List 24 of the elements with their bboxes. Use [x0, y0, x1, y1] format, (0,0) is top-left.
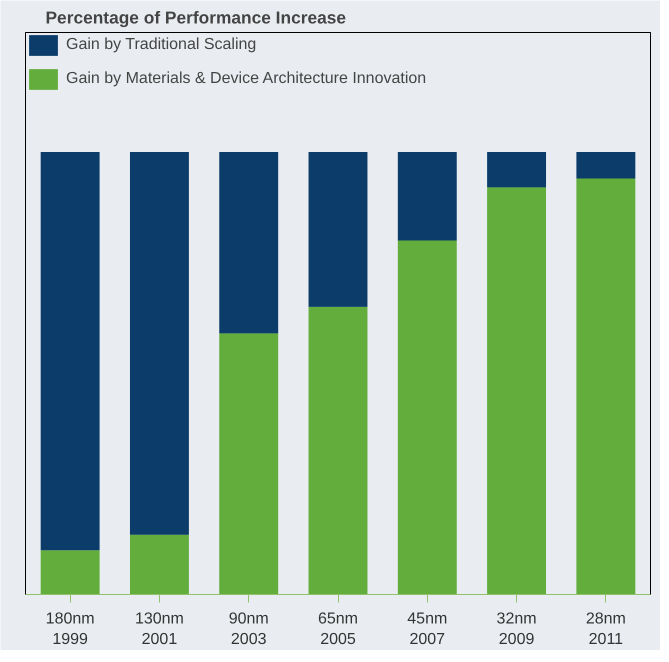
bar	[308, 306, 368, 594]
bar	[576, 178, 636, 594]
bar	[487, 152, 546, 188]
bar	[219, 333, 278, 594]
x-tick-label: 65nm 2005	[318, 610, 358, 648]
chart-title: Percentage of Performance Increase	[46, 8, 346, 28]
x-tick-label: 90nm 2003	[228, 610, 269, 648]
x-tick-label: 180nm 1999	[46, 610, 95, 648]
bar	[308, 152, 368, 307]
bar	[398, 240, 457, 594]
legend-label: Gain by Traditional Scaling	[66, 36, 256, 54]
bar	[398, 152, 457, 240]
legend-label: Gain by Materials & Device Architecture Innovation	[66, 70, 426, 88]
x-tick-label: 45nm 2007	[407, 610, 448, 648]
bar	[219, 152, 278, 334]
bar	[40, 152, 100, 550]
bar	[487, 187, 546, 594]
bar	[40, 550, 100, 594]
x-tick-label: 28nm 2011	[586, 610, 626, 648]
bar	[130, 152, 189, 535]
x-tick-label: 32nm 2009	[496, 610, 537, 648]
bar	[576, 152, 636, 179]
bar	[130, 534, 189, 594]
x-tick-label: 130nm 2001	[134, 610, 184, 648]
